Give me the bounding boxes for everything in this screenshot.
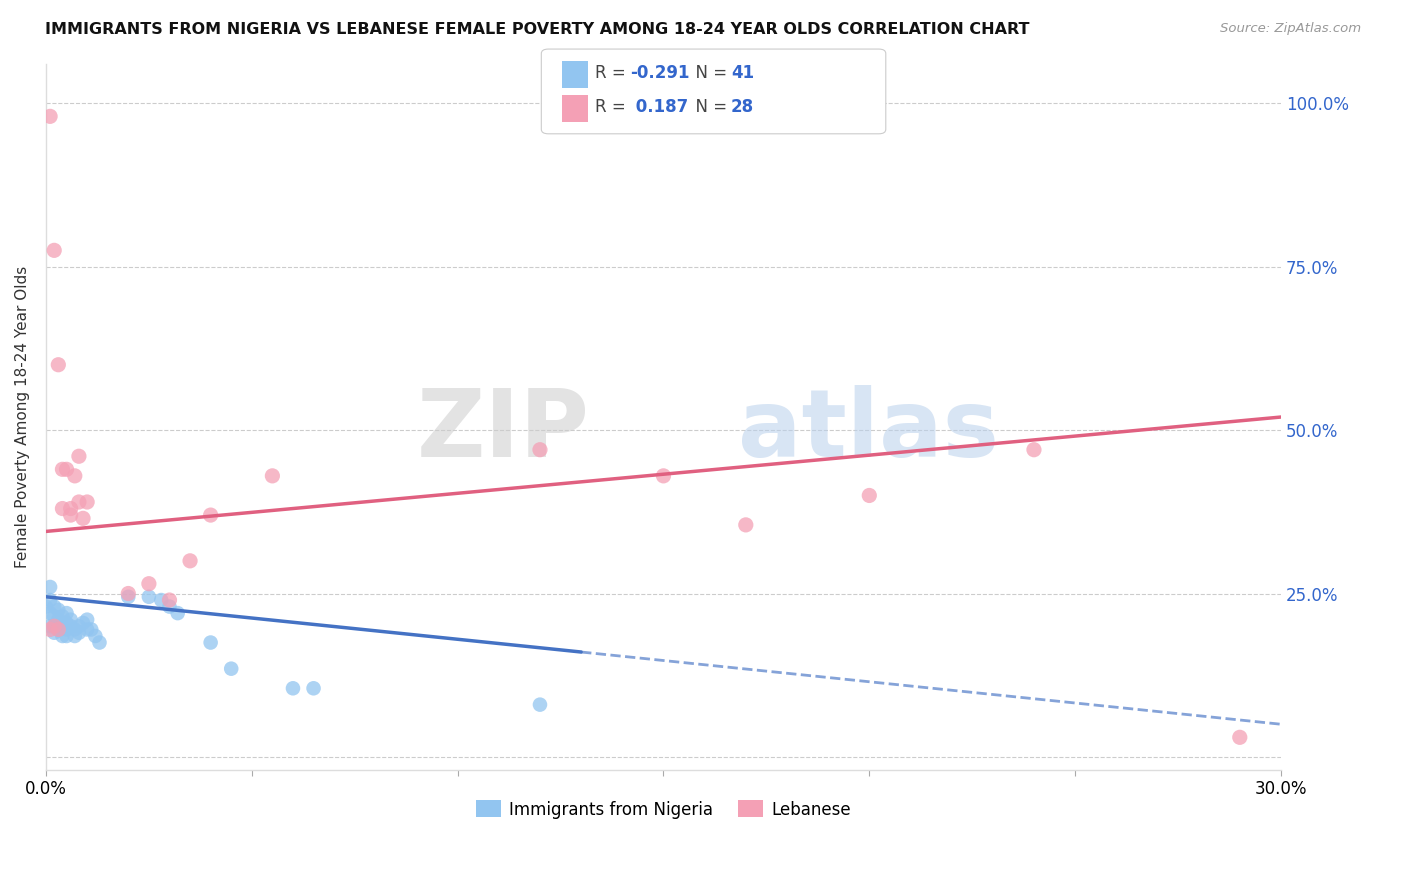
Point xyxy=(200,635,222,649)
Point xyxy=(529,442,551,457)
Point xyxy=(51,501,73,516)
Point xyxy=(67,495,90,509)
Point xyxy=(39,623,62,637)
Point xyxy=(138,590,160,604)
Text: 41: 41 xyxy=(731,64,754,82)
Point xyxy=(179,554,201,568)
Point xyxy=(63,623,86,637)
Point xyxy=(262,468,284,483)
Point xyxy=(166,606,188,620)
Point xyxy=(200,508,222,522)
Point xyxy=(117,586,139,600)
Point xyxy=(76,613,98,627)
Point xyxy=(63,468,86,483)
Point xyxy=(44,244,66,258)
Point xyxy=(46,623,69,637)
Point xyxy=(55,623,77,637)
Text: ZIP: ZIP xyxy=(416,385,589,477)
Point xyxy=(80,623,103,637)
Point xyxy=(51,609,73,624)
Text: -0.291: -0.291 xyxy=(630,64,689,82)
Text: atlas: atlas xyxy=(738,385,998,477)
Text: Source: ZipAtlas.com: Source: ZipAtlas.com xyxy=(1220,22,1361,36)
Point xyxy=(219,662,242,676)
Point xyxy=(59,508,82,522)
Point xyxy=(76,623,98,637)
Point xyxy=(46,603,69,617)
Point xyxy=(55,462,77,476)
Point xyxy=(44,619,66,633)
Point xyxy=(138,576,160,591)
Point xyxy=(46,623,69,637)
Point xyxy=(1022,442,1045,457)
Legend: Immigrants from Nigeria, Lebanese: Immigrants from Nigeria, Lebanese xyxy=(470,794,858,825)
Y-axis label: Female Poverty Among 18-24 Year Olds: Female Poverty Among 18-24 Year Olds xyxy=(15,266,30,568)
Point xyxy=(1229,731,1251,745)
Text: 0.187: 0.187 xyxy=(630,98,688,116)
Point xyxy=(35,599,58,614)
Point xyxy=(63,629,86,643)
Point xyxy=(150,593,173,607)
Point xyxy=(59,501,82,516)
Point xyxy=(51,619,73,633)
Text: N =: N = xyxy=(685,98,733,116)
Point xyxy=(59,619,82,633)
Point xyxy=(159,593,181,607)
Point xyxy=(89,635,111,649)
Point xyxy=(39,619,62,633)
Point xyxy=(55,629,77,643)
Point xyxy=(55,615,77,630)
Point xyxy=(734,517,756,532)
Point xyxy=(46,358,69,372)
Point xyxy=(858,488,880,502)
Point xyxy=(281,681,304,696)
Point xyxy=(39,606,62,620)
Point xyxy=(652,468,675,483)
Point xyxy=(159,599,181,614)
Point xyxy=(44,625,66,640)
Point xyxy=(39,109,62,123)
Point xyxy=(44,609,66,624)
Text: R =: R = xyxy=(595,98,631,116)
Point xyxy=(59,613,82,627)
Point xyxy=(46,613,69,627)
Point xyxy=(117,590,139,604)
Point xyxy=(39,580,62,594)
Point xyxy=(529,698,551,712)
Point xyxy=(39,593,62,607)
Text: IMMIGRANTS FROM NIGERIA VS LEBANESE FEMALE POVERTY AMONG 18-24 YEAR OLDS CORRELA: IMMIGRANTS FROM NIGERIA VS LEBANESE FEMA… xyxy=(45,22,1029,37)
Text: R =: R = xyxy=(595,64,631,82)
Text: N =: N = xyxy=(685,64,733,82)
Point xyxy=(51,462,73,476)
Text: 28: 28 xyxy=(731,98,754,116)
Point xyxy=(67,619,90,633)
Point xyxy=(76,495,98,509)
Point xyxy=(51,629,73,643)
Point xyxy=(55,606,77,620)
Point xyxy=(44,599,66,614)
Point xyxy=(67,449,90,463)
Point xyxy=(72,615,94,630)
Point xyxy=(84,629,107,643)
Point xyxy=(44,619,66,633)
Point xyxy=(72,511,94,525)
Point xyxy=(302,681,325,696)
Point xyxy=(67,625,90,640)
